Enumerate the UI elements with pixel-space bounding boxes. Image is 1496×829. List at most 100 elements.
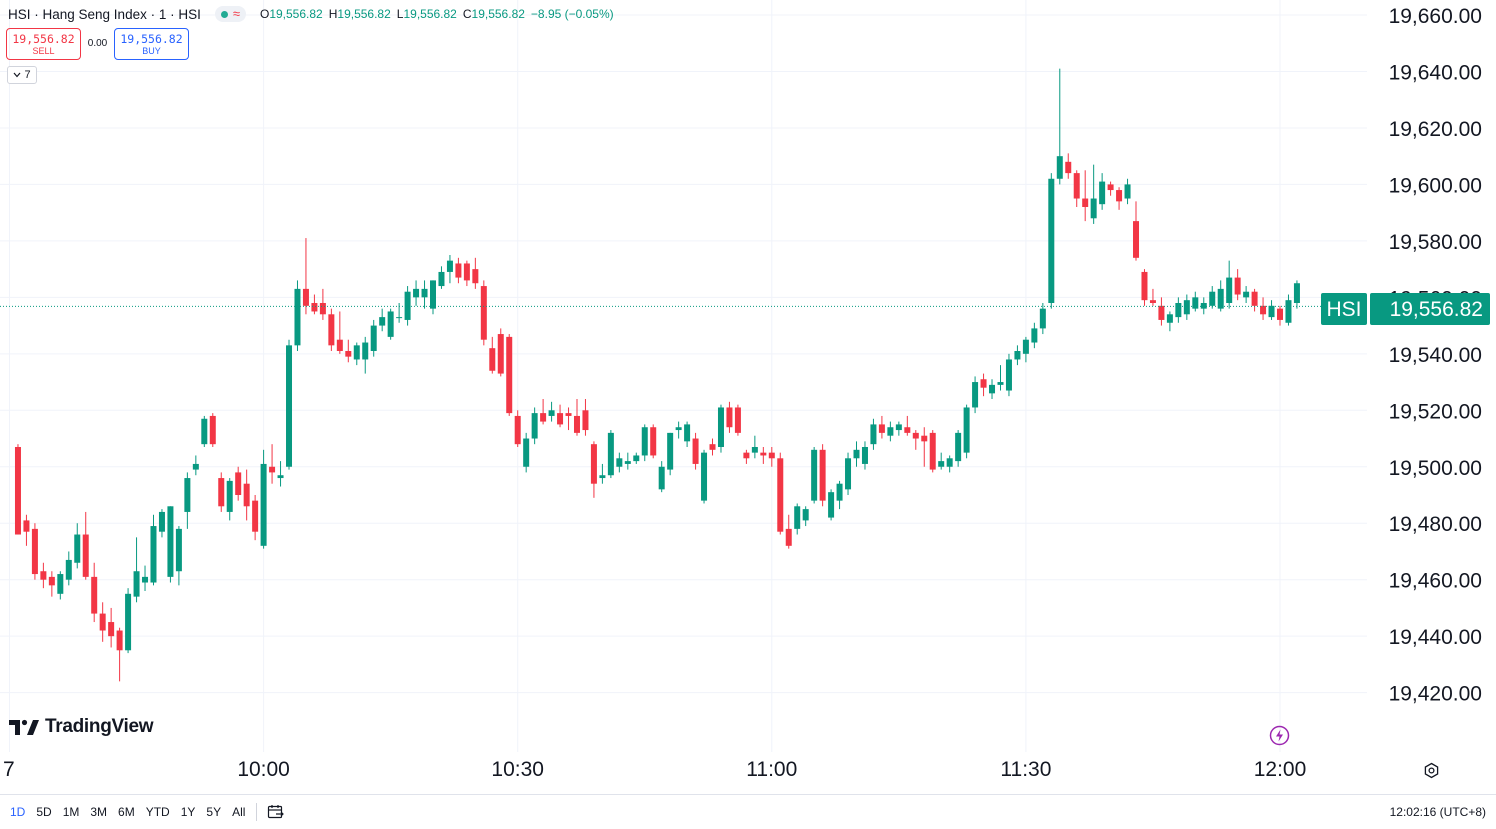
candle [599, 463, 606, 484]
candle [1234, 269, 1241, 301]
clock-timezone[interactable]: 12:02:16 (UTC+8) [1389, 805, 1486, 819]
range-3m-button[interactable]: 3M [90, 805, 108, 819]
candle [430, 280, 436, 315]
indicators-toggle-button[interactable]: 7 [7, 66, 37, 84]
candle [455, 257, 462, 284]
candle [91, 562, 98, 623]
time-tick-label: 11:30 [1000, 758, 1051, 781]
candle [489, 336, 496, 374]
ohlc-close-label: C [462, 7, 472, 21]
range-1d-button[interactable]: 1D [10, 805, 26, 819]
candle [878, 415, 885, 439]
range-6m-button[interactable]: 6M [118, 805, 135, 819]
candle [74, 523, 81, 569]
candle-body [421, 288, 428, 298]
range-all-button[interactable]: All [232, 805, 246, 819]
candle-body [811, 449, 818, 501]
candle [989, 379, 996, 399]
candle-body [455, 263, 462, 278]
candle-body [828, 492, 835, 518]
market-status[interactable]: ≈ [214, 6, 246, 22]
price-tick-label: 19,480.00 [1389, 513, 1482, 536]
candle-body [446, 260, 453, 272]
candle [980, 373, 987, 397]
candle [701, 449, 708, 504]
candle [633, 452, 640, 464]
candle [1116, 187, 1123, 210]
candle-body [158, 511, 165, 532]
candle [413, 280, 420, 306]
candle-body [802, 509, 809, 521]
buy-button[interactable]: 19,556.82 BUY [114, 28, 189, 60]
gear-icon[interactable] [1423, 762, 1440, 779]
candle-body [921, 435, 928, 442]
candle-body [641, 427, 648, 456]
candle-body [514, 415, 521, 445]
candle [158, 509, 165, 538]
candle-body [1005, 359, 1012, 391]
candle-body [82, 534, 89, 577]
lightning-icon[interactable] [1269, 725, 1290, 746]
candle-body [607, 432, 614, 476]
candle-body [345, 350, 352, 357]
price-tick-label: 19,500.00 [1389, 457, 1482, 480]
candle-body [1277, 308, 1283, 320]
candle-body [277, 475, 284, 479]
candle [379, 308, 386, 332]
candle-body [870, 424, 877, 445]
candle [370, 319, 377, 357]
sell-button[interactable]: 19,556.82 SELL [6, 28, 81, 60]
candle [1192, 291, 1199, 312]
range-1m-button[interactable]: 1M [62, 805, 80, 819]
candle-body [489, 348, 496, 371]
candle-body [218, 478, 225, 507]
candle-body [1065, 161, 1072, 174]
range-ytd-button[interactable]: YTD [145, 805, 170, 819]
candle-body [23, 520, 30, 532]
candle [1277, 305, 1283, 326]
candle-body [1243, 291, 1250, 298]
price-tick-label: 19,580.00 [1389, 231, 1482, 254]
candle-body [523, 438, 530, 467]
candle-body [717, 407, 724, 447]
candle-body [1183, 300, 1190, 315]
candle [692, 432, 699, 470]
candle-body [1022, 339, 1029, 354]
candle [1149, 288, 1156, 306]
candle [353, 342, 360, 366]
candle-body [582, 410, 589, 431]
range-5y-button[interactable]: 5Y [206, 805, 222, 819]
candle [658, 461, 665, 493]
candle [819, 444, 826, 507]
candle-body [48, 576, 55, 586]
range-5d-button[interactable]: 5D [36, 805, 52, 819]
time-tick-label: 10:30 [491, 758, 544, 781]
candle-body [142, 576, 149, 583]
candle-body [1192, 297, 1199, 309]
symbol-title[interactable]: HSI · Hang Seng Index · 1 · HSI [8, 6, 201, 22]
candle [1183, 294, 1190, 320]
candle-body [167, 506, 174, 577]
candle-body [895, 424, 902, 431]
candle [1166, 311, 1173, 332]
candle [1175, 297, 1182, 323]
candle-body [946, 458, 953, 467]
range-1y-button[interactable]: 1Y [180, 805, 196, 819]
candle [1065, 153, 1072, 179]
candle-body [294, 288, 301, 346]
candle-body [887, 427, 894, 436]
candle [421, 280, 428, 309]
candle-body [1226, 277, 1233, 303]
candle-body [963, 407, 970, 453]
candle-body [57, 574, 64, 594]
candle-body [955, 432, 962, 462]
candle-body [150, 526, 157, 583]
candlestick-chart[interactable]: 19,420.00 19,440.00 19,460.00 19,480.00 19,5… [0, 0, 1496, 795]
last-price-badge: HSI 19,556.82 [1321, 293, 1490, 325]
candle-body [734, 407, 741, 433]
tradingview-logo[interactable]: TradingView [9, 716, 154, 738]
candle [1031, 322, 1038, 349]
calendar-goto-icon[interactable] [267, 804, 285, 820]
candle-body [980, 379, 987, 388]
ohlc-open: 19,556.82 [269, 7, 323, 21]
